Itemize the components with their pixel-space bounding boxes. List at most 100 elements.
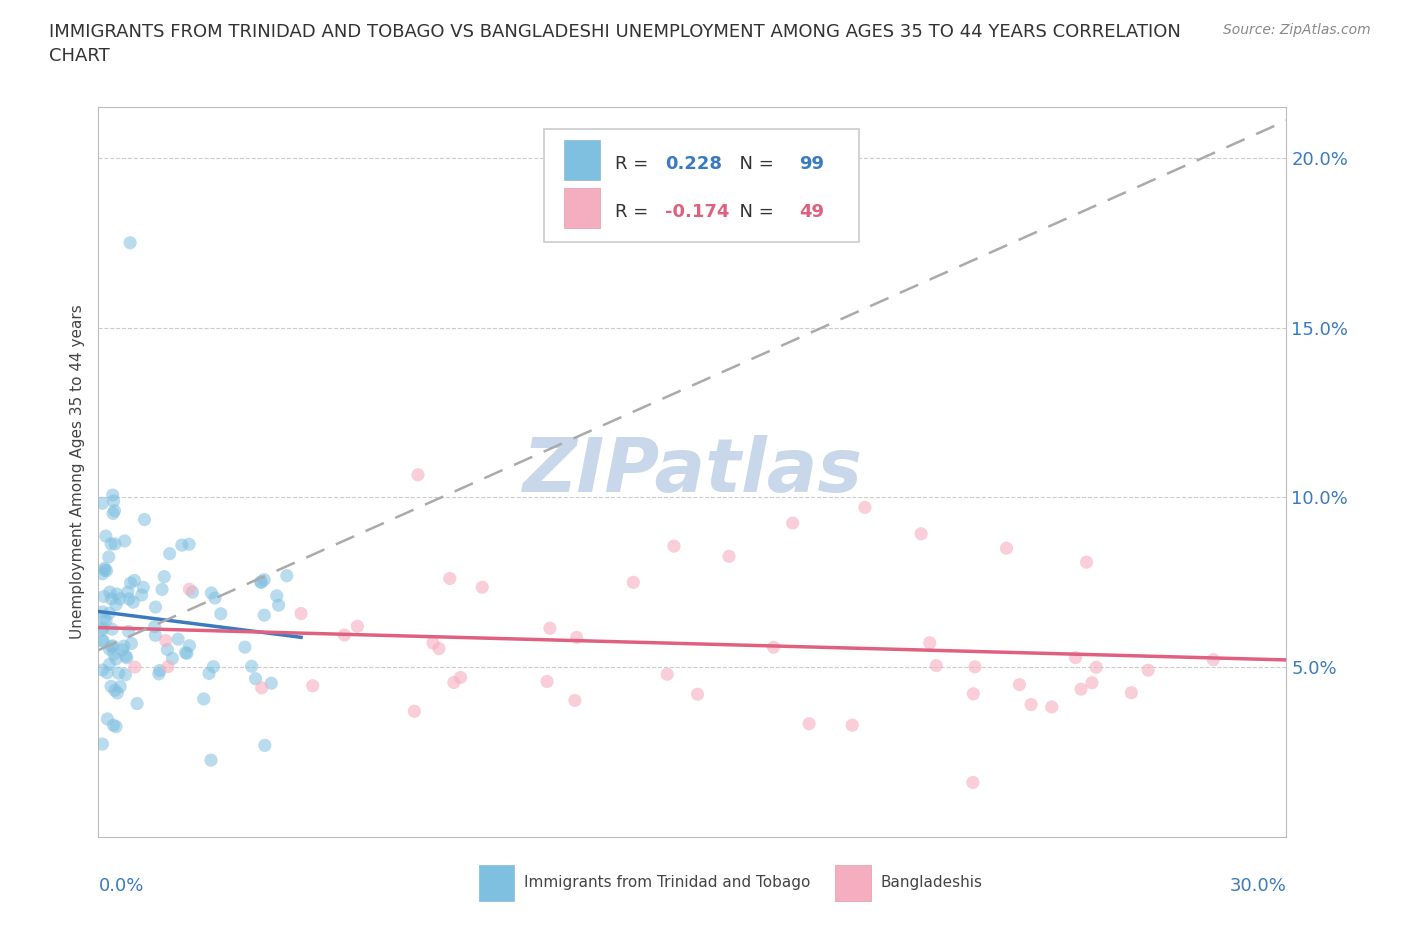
Point	[103, 646, 125, 661]
Point	[127, 697, 149, 711]
Text: Immigrants from Trinidad and Tobago: Immigrants from Trinidad and Tobago	[524, 875, 810, 891]
Point	[657, 667, 679, 682]
Point	[91, 634, 114, 649]
Point	[96, 665, 118, 680]
Point	[103, 494, 125, 509]
Point	[93, 611, 115, 626]
Point	[131, 588, 153, 603]
Point	[117, 624, 139, 639]
Point	[114, 534, 136, 549]
Point	[96, 564, 118, 578]
Text: 0.0%: 0.0%	[98, 877, 143, 896]
Point	[267, 598, 290, 613]
FancyBboxPatch shape	[478, 866, 515, 900]
Point	[564, 693, 586, 708]
Point	[963, 659, 986, 674]
Point	[240, 658, 263, 673]
Point	[115, 650, 138, 665]
Point	[105, 651, 128, 666]
Point	[266, 589, 288, 604]
Text: Bangladeshis: Bangladeshis	[880, 875, 983, 891]
Point	[120, 235, 142, 250]
Point	[422, 635, 444, 650]
Point	[1064, 650, 1087, 665]
Point	[193, 692, 215, 707]
Point	[250, 575, 273, 590]
Point	[149, 663, 172, 678]
Point	[200, 586, 222, 601]
Point	[143, 619, 166, 634]
Point	[91, 622, 114, 637]
Point	[108, 591, 131, 606]
Point	[260, 676, 283, 691]
Point	[797, 716, 820, 731]
Text: ZIPatlas: ZIPatlas	[523, 435, 862, 509]
Point	[176, 645, 198, 660]
Point	[93, 589, 115, 604]
Point	[1137, 663, 1160, 678]
Point	[98, 605, 121, 620]
Point	[471, 579, 494, 594]
Text: -0.174: -0.174	[665, 203, 730, 221]
Point	[134, 512, 156, 527]
Point	[245, 671, 267, 686]
Point	[150, 582, 173, 597]
Point	[148, 667, 170, 682]
Point	[101, 638, 124, 653]
Point	[91, 604, 114, 619]
Point	[91, 620, 114, 635]
Point	[179, 638, 201, 653]
Text: N =: N =	[728, 155, 779, 173]
Point	[1085, 659, 1108, 674]
Point	[404, 704, 426, 719]
Point	[145, 600, 167, 615]
Point	[621, 575, 644, 590]
Point	[170, 538, 193, 552]
Point	[1040, 699, 1063, 714]
Point	[202, 659, 225, 674]
Point	[112, 639, 135, 654]
Point	[104, 537, 127, 551]
Point	[100, 591, 122, 606]
Point	[565, 630, 588, 644]
Point	[253, 737, 276, 752]
Point	[1202, 652, 1225, 667]
Point	[124, 659, 146, 674]
Point	[198, 666, 221, 681]
Point	[103, 503, 125, 518]
Point	[450, 670, 472, 684]
Point	[98, 585, 121, 600]
Point	[107, 666, 129, 681]
Point	[114, 667, 136, 682]
Point	[100, 679, 122, 694]
Point	[253, 607, 276, 622]
Point	[200, 752, 222, 767]
Point	[122, 595, 145, 610]
Point	[97, 550, 120, 565]
Point	[155, 633, 177, 648]
Point	[179, 582, 201, 597]
Point	[132, 580, 155, 595]
Point	[96, 711, 118, 726]
Point	[1070, 682, 1092, 697]
Point	[91, 737, 114, 751]
Point	[662, 538, 685, 553]
Point	[1008, 677, 1031, 692]
Point	[962, 775, 984, 790]
Point	[686, 686, 709, 701]
Point	[962, 686, 984, 701]
Point	[177, 537, 200, 551]
Point	[105, 597, 128, 612]
Point	[427, 641, 450, 656]
Point	[111, 643, 134, 658]
Point	[91, 633, 114, 648]
Point	[100, 537, 122, 551]
Text: 0.228: 0.228	[665, 155, 723, 173]
Point	[1076, 554, 1098, 569]
Point	[117, 585, 139, 600]
Point	[333, 628, 356, 643]
Point	[120, 576, 142, 591]
Point	[101, 622, 124, 637]
FancyBboxPatch shape	[544, 129, 859, 242]
Point	[925, 658, 948, 673]
